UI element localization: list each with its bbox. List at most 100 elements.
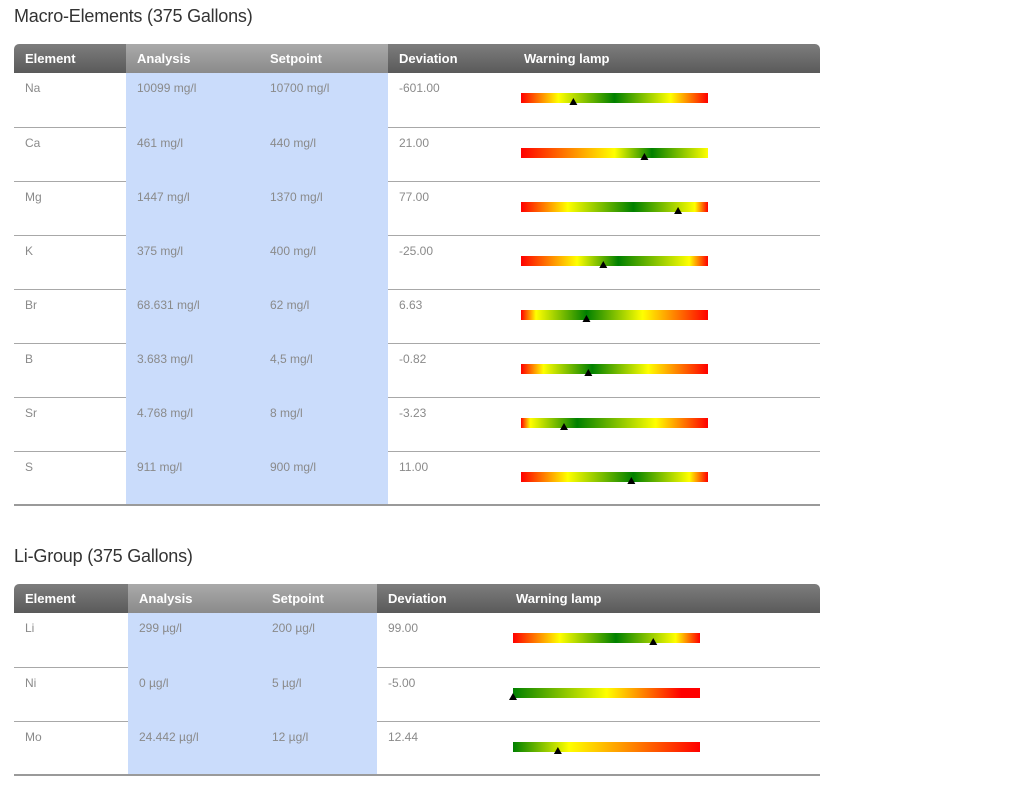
section-title-macro: Macro-Elements (375 Gallons) — [14, 6, 253, 26]
cell-element: Ni — [14, 667, 128, 722]
table-row: S 911 mg/l 900 mg/l 11.00 — [14, 451, 820, 506]
warning-lamp — [509, 687, 700, 700]
cell-warning-lamp — [513, 343, 820, 398]
header-element: Element — [14, 584, 128, 613]
cell-element: Sr — [14, 397, 126, 452]
table-row: Mg 1447 mg/l 1370 mg/l 77.00 — [14, 181, 820, 236]
cell-deviation: 12.44 — [377, 721, 505, 776]
warning-lamp-marker-icon — [553, 746, 562, 754]
warning-lamp — [521, 363, 708, 376]
cell-warning-lamp — [513, 127, 820, 182]
header-deviation: Deviation — [388, 44, 513, 73]
table-row: Ni 0 µg/l 5 µg/l -5.00 — [14, 667, 820, 722]
table-row: Mo 24.442 µg/l 12 µg/l 12.44 — [14, 721, 820, 776]
header-warning-lamp: Warning lamp — [513, 44, 820, 73]
cell-analysis: 0 µg/l — [128, 667, 261, 722]
warning-lamp-bar — [521, 309, 708, 320]
header-analysis: Analysis — [128, 584, 261, 613]
cell-element: Li — [14, 613, 128, 668]
header-setpoint: Setpoint — [261, 584, 377, 613]
warning-lamp-bar — [513, 633, 700, 643]
cell-analysis: 24.442 µg/l — [128, 721, 261, 776]
cell-warning-lamp — [513, 235, 820, 290]
cell-deviation: 21.00 — [388, 127, 513, 182]
header-warning-lamp: Warning lamp — [505, 584, 820, 613]
table-row: Sr 4.768 mg/l 8 mg/l -3.23 — [14, 397, 820, 452]
warning-lamp-marker-icon — [640, 152, 649, 160]
cell-element: B — [14, 343, 126, 398]
cell-warning-lamp — [513, 397, 820, 452]
li-group-table: Element Analysis Setpoint Deviation Warn… — [14, 584, 820, 776]
warning-lamp — [521, 201, 708, 214]
cell-setpoint: 8 mg/l — [259, 397, 388, 452]
cell-analysis: 10099 mg/l — [126, 73, 259, 128]
cell-analysis: 1447 mg/l — [126, 181, 259, 236]
header-setpoint: Setpoint — [259, 44, 388, 73]
warning-lamp — [521, 309, 708, 322]
table-row: Br 68.631 mg/l 62 mg/l 6.63 — [14, 289, 820, 344]
warning-lamp — [513, 741, 700, 754]
cell-deviation: -3.23 — [388, 397, 513, 452]
warning-lamp-bar — [521, 93, 708, 103]
warning-lamp-marker-icon — [509, 692, 517, 700]
table-row: Ca 461 mg/l 440 mg/l 21.00 — [14, 127, 820, 182]
warning-lamp-bar — [521, 471, 708, 482]
table-header-row: Element Analysis Setpoint Deviation Warn… — [14, 44, 820, 73]
table-header-row: Element Analysis Setpoint Deviation Warn… — [14, 584, 820, 613]
warning-lamp-bar — [521, 201, 708, 212]
cell-setpoint: 200 µg/l — [261, 613, 377, 668]
cell-element: K — [14, 235, 126, 290]
cell-setpoint: 4,5 mg/l — [259, 343, 388, 398]
cell-warning-lamp — [505, 613, 820, 668]
cell-setpoint: 900 mg/l — [259, 451, 388, 506]
warning-lamp-marker-icon — [582, 314, 591, 322]
warning-lamp — [521, 147, 708, 160]
warning-lamp-bar — [513, 687, 700, 698]
warning-lamp-marker-icon — [584, 368, 593, 376]
warning-lamp-marker-icon — [569, 98, 578, 105]
cell-element: Br — [14, 289, 126, 344]
warning-lamp — [513, 633, 700, 645]
warning-lamp-bar — [521, 147, 708, 158]
cell-element: Na — [14, 73, 126, 128]
warning-lamp — [521, 471, 708, 484]
cell-analysis: 299 µg/l — [128, 613, 261, 668]
warning-lamp-marker-icon — [649, 638, 658, 645]
cell-deviation: 77.00 — [388, 181, 513, 236]
warning-lamp-marker-icon — [674, 206, 683, 214]
cell-warning-lamp — [513, 181, 820, 236]
cell-warning-lamp — [505, 667, 820, 722]
cell-analysis: 911 mg/l — [126, 451, 259, 506]
cell-setpoint: 1370 mg/l — [259, 181, 388, 236]
cell-deviation: -601.00 — [388, 73, 513, 128]
table-row: Li 299 µg/l 200 µg/l 99.00 — [14, 613, 820, 668]
header-element: Element — [14, 44, 126, 73]
warning-lamp-marker-icon — [599, 260, 608, 268]
header-analysis: Analysis — [126, 44, 259, 73]
macro-elements-table: Element Analysis Setpoint Deviation Warn… — [14, 44, 820, 506]
cell-setpoint: 5 µg/l — [261, 667, 377, 722]
table-row: K 375 mg/l 400 mg/l -25.00 — [14, 235, 820, 290]
section-title-li-group: Li-Group (375 Gallons) — [14, 546, 193, 566]
warning-lamp — [521, 93, 708, 105]
warning-lamp — [521, 255, 708, 268]
warning-lamp-marker-icon — [560, 422, 569, 430]
cell-element: Mg — [14, 181, 126, 236]
header-deviation: Deviation — [377, 584, 505, 613]
cell-setpoint: 440 mg/l — [259, 127, 388, 182]
cell-analysis: 3.683 mg/l — [126, 343, 259, 398]
cell-deviation: -5.00 — [377, 667, 505, 722]
cell-element: Ca — [14, 127, 126, 182]
cell-setpoint: 10700 mg/l — [259, 73, 388, 128]
cell-element: Mo — [14, 721, 128, 776]
cell-deviation: -0.82 — [388, 343, 513, 398]
warning-lamp-bar — [521, 363, 708, 374]
table-row: B 3.683 mg/l 4,5 mg/l -0.82 — [14, 343, 820, 398]
cell-analysis: 68.631 mg/l — [126, 289, 259, 344]
cell-setpoint: 400 mg/l — [259, 235, 388, 290]
cell-deviation: 11.00 — [388, 451, 513, 506]
cell-deviation: -25.00 — [388, 235, 513, 290]
warning-lamp-bar — [521, 255, 708, 266]
cell-analysis: 461 mg/l — [126, 127, 259, 182]
